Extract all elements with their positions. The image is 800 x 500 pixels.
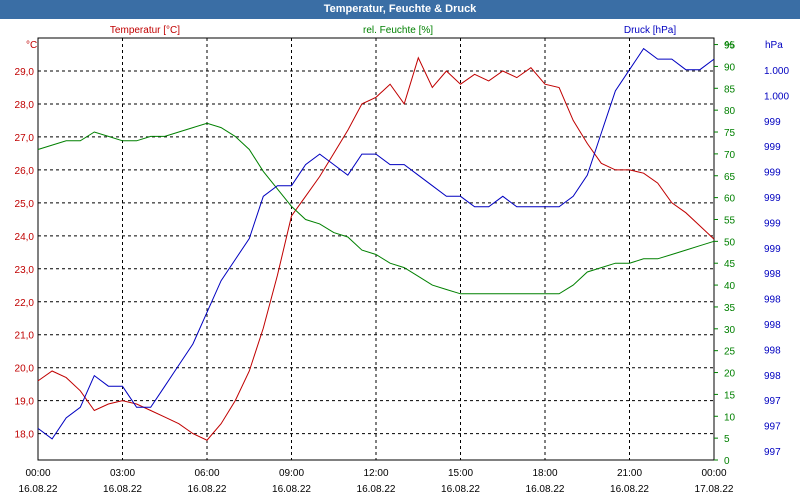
humidity-tick-label: 5 — [724, 434, 730, 445]
pressure-tick-label: 999 — [764, 142, 781, 153]
temperature-tick-label: 29,0 — [15, 67, 35, 78]
pressure-tick-label: 998 — [764, 295, 781, 306]
x-tick-date: 16.08.22 — [526, 484, 565, 495]
x-tick-date: 16.08.22 — [610, 484, 649, 495]
temperature-axis-label: Temperatur [°C] — [110, 25, 180, 36]
x-tick-date: 16.08.22 — [272, 484, 311, 495]
x-tick-time: 03:00 — [110, 468, 135, 479]
temperature-tick-label: 24,0 — [15, 232, 35, 243]
temperature-tick-label: 28,0 — [15, 100, 35, 111]
temperature-unit-label: °C — [26, 40, 37, 51]
grid — [38, 38, 714, 460]
window-title: Temperatur, Feuchte & Druck — [0, 0, 800, 19]
x-tick-time: 00:00 — [701, 468, 726, 479]
humidity-tick-label: 75 — [724, 128, 736, 139]
pressure-tick-label: 1.000 — [764, 91, 789, 102]
pressure-tick-label: 1.000 — [764, 66, 789, 77]
temperature-tick-label: 18,0 — [15, 430, 35, 441]
pressure-tick-label: 999 — [764, 218, 781, 229]
pressure-tick-label: 999 — [764, 168, 781, 179]
temperature-axis: 18,0 19,0 20,0 21,0 22,0 23,0 24,0 25,0 26,0 27,0… — [15, 67, 35, 441]
humidity-tick-label: 15 — [724, 390, 736, 401]
x-tick-date: 16.08.22 — [103, 484, 142, 495]
humidity-tick-label: 90 — [724, 62, 736, 73]
temperature-tick-label: 26,0 — [15, 166, 35, 177]
pressure-tick-label: 997 — [764, 447, 781, 458]
pressure-tick-label: 997 — [764, 396, 781, 407]
temperature-tick-label: 19,0 — [15, 397, 35, 408]
humidity-tick-label: 45 — [724, 259, 736, 270]
x-tick-time: 06:00 — [194, 468, 219, 479]
humidity-tick-label: 50 — [724, 237, 736, 248]
x-tick-date: 16.08.22 — [19, 484, 58, 495]
humidity-tick-label: 20 — [724, 369, 736, 380]
pressure-unit-label: hPa — [765, 40, 783, 51]
humidity-series-line — [37, 122, 715, 295]
humidity-tick-label: 0 — [724, 456, 730, 467]
humidity-tick-label: 35 — [724, 303, 736, 314]
humidity-tick-label: 80 — [724, 106, 736, 117]
humidity-tick-label: 60 — [724, 194, 736, 205]
pressure-tick-label: 999 — [764, 193, 781, 204]
humidity-tick-label: 65 — [724, 172, 736, 183]
humidity-axis-label: rel. Feuchte [%] — [363, 25, 433, 36]
x-tick-date: 17.08.22 — [695, 484, 734, 495]
humidity-tick-label: 25 — [724, 347, 736, 358]
pressure-tick-label: 999 — [764, 244, 781, 255]
x-tick-time: 00:00 — [25, 468, 50, 479]
x-tick-time: 21:00 — [617, 468, 642, 479]
humidity-tick-label: 85 — [724, 84, 736, 95]
temperature-series-line — [37, 56, 715, 441]
temperature-tick-label: 23,0 — [15, 265, 35, 276]
humidity-tick-label: 70 — [724, 150, 736, 161]
pressure-axis: 997 997 997 998 998 998 998 998 999 999 999 999 999 9… — [764, 66, 789, 458]
pressure-tick-label: 999 — [764, 117, 781, 128]
pressure-axis-label: Druck [hPa] — [624, 25, 676, 36]
plot-area-border — [37, 37, 715, 461]
pressure-tick-label: 998 — [764, 345, 781, 356]
x-tick-date: 16.08.22 — [357, 484, 396, 495]
temperature-tick-label: 22,0 — [15, 298, 35, 309]
x-tick-time: 18:00 — [532, 468, 557, 479]
pressure-tick-label: 998 — [764, 371, 781, 382]
humidity-tick-label: 95 — [724, 41, 736, 52]
x-tick-date: 16.08.22 — [441, 484, 480, 495]
pressure-series-line — [37, 47, 715, 440]
temperature-tick-label: 20,0 — [15, 364, 35, 375]
humidity-unit-label: % — [725, 40, 734, 51]
x-tick-date: 16.08.22 — [188, 484, 227, 495]
x-tick-time: 12:00 — [363, 468, 388, 479]
x-tick-time: 09:00 — [279, 468, 304, 479]
humidity-tick-label: 55 — [724, 215, 736, 226]
humidity-tick-label: 40 — [724, 281, 736, 292]
x-axis: 00:00 16.08.22 03:00 16.08.22 06:00 16.08.22 0… — [19, 468, 734, 495]
x-tick-time: 15:00 — [448, 468, 473, 479]
humidity-tick-label: 10 — [724, 412, 736, 423]
series — [37, 47, 715, 441]
pressure-tick-label: 997 — [764, 422, 781, 433]
humidity-axis: 0 5 10 15 20 25 30 35 40 45 50 55 60 65 70 75 80 85 90 95 — [714, 41, 736, 467]
temperature-tick-label: 27,0 — [15, 133, 35, 144]
pressure-tick-label: 998 — [764, 269, 781, 280]
pressure-tick-label: 998 — [764, 320, 781, 331]
humidity-tick-label: 30 — [724, 325, 736, 336]
temperature-tick-label: 25,0 — [15, 199, 35, 210]
temperature-tick-label: 21,0 — [15, 331, 35, 342]
